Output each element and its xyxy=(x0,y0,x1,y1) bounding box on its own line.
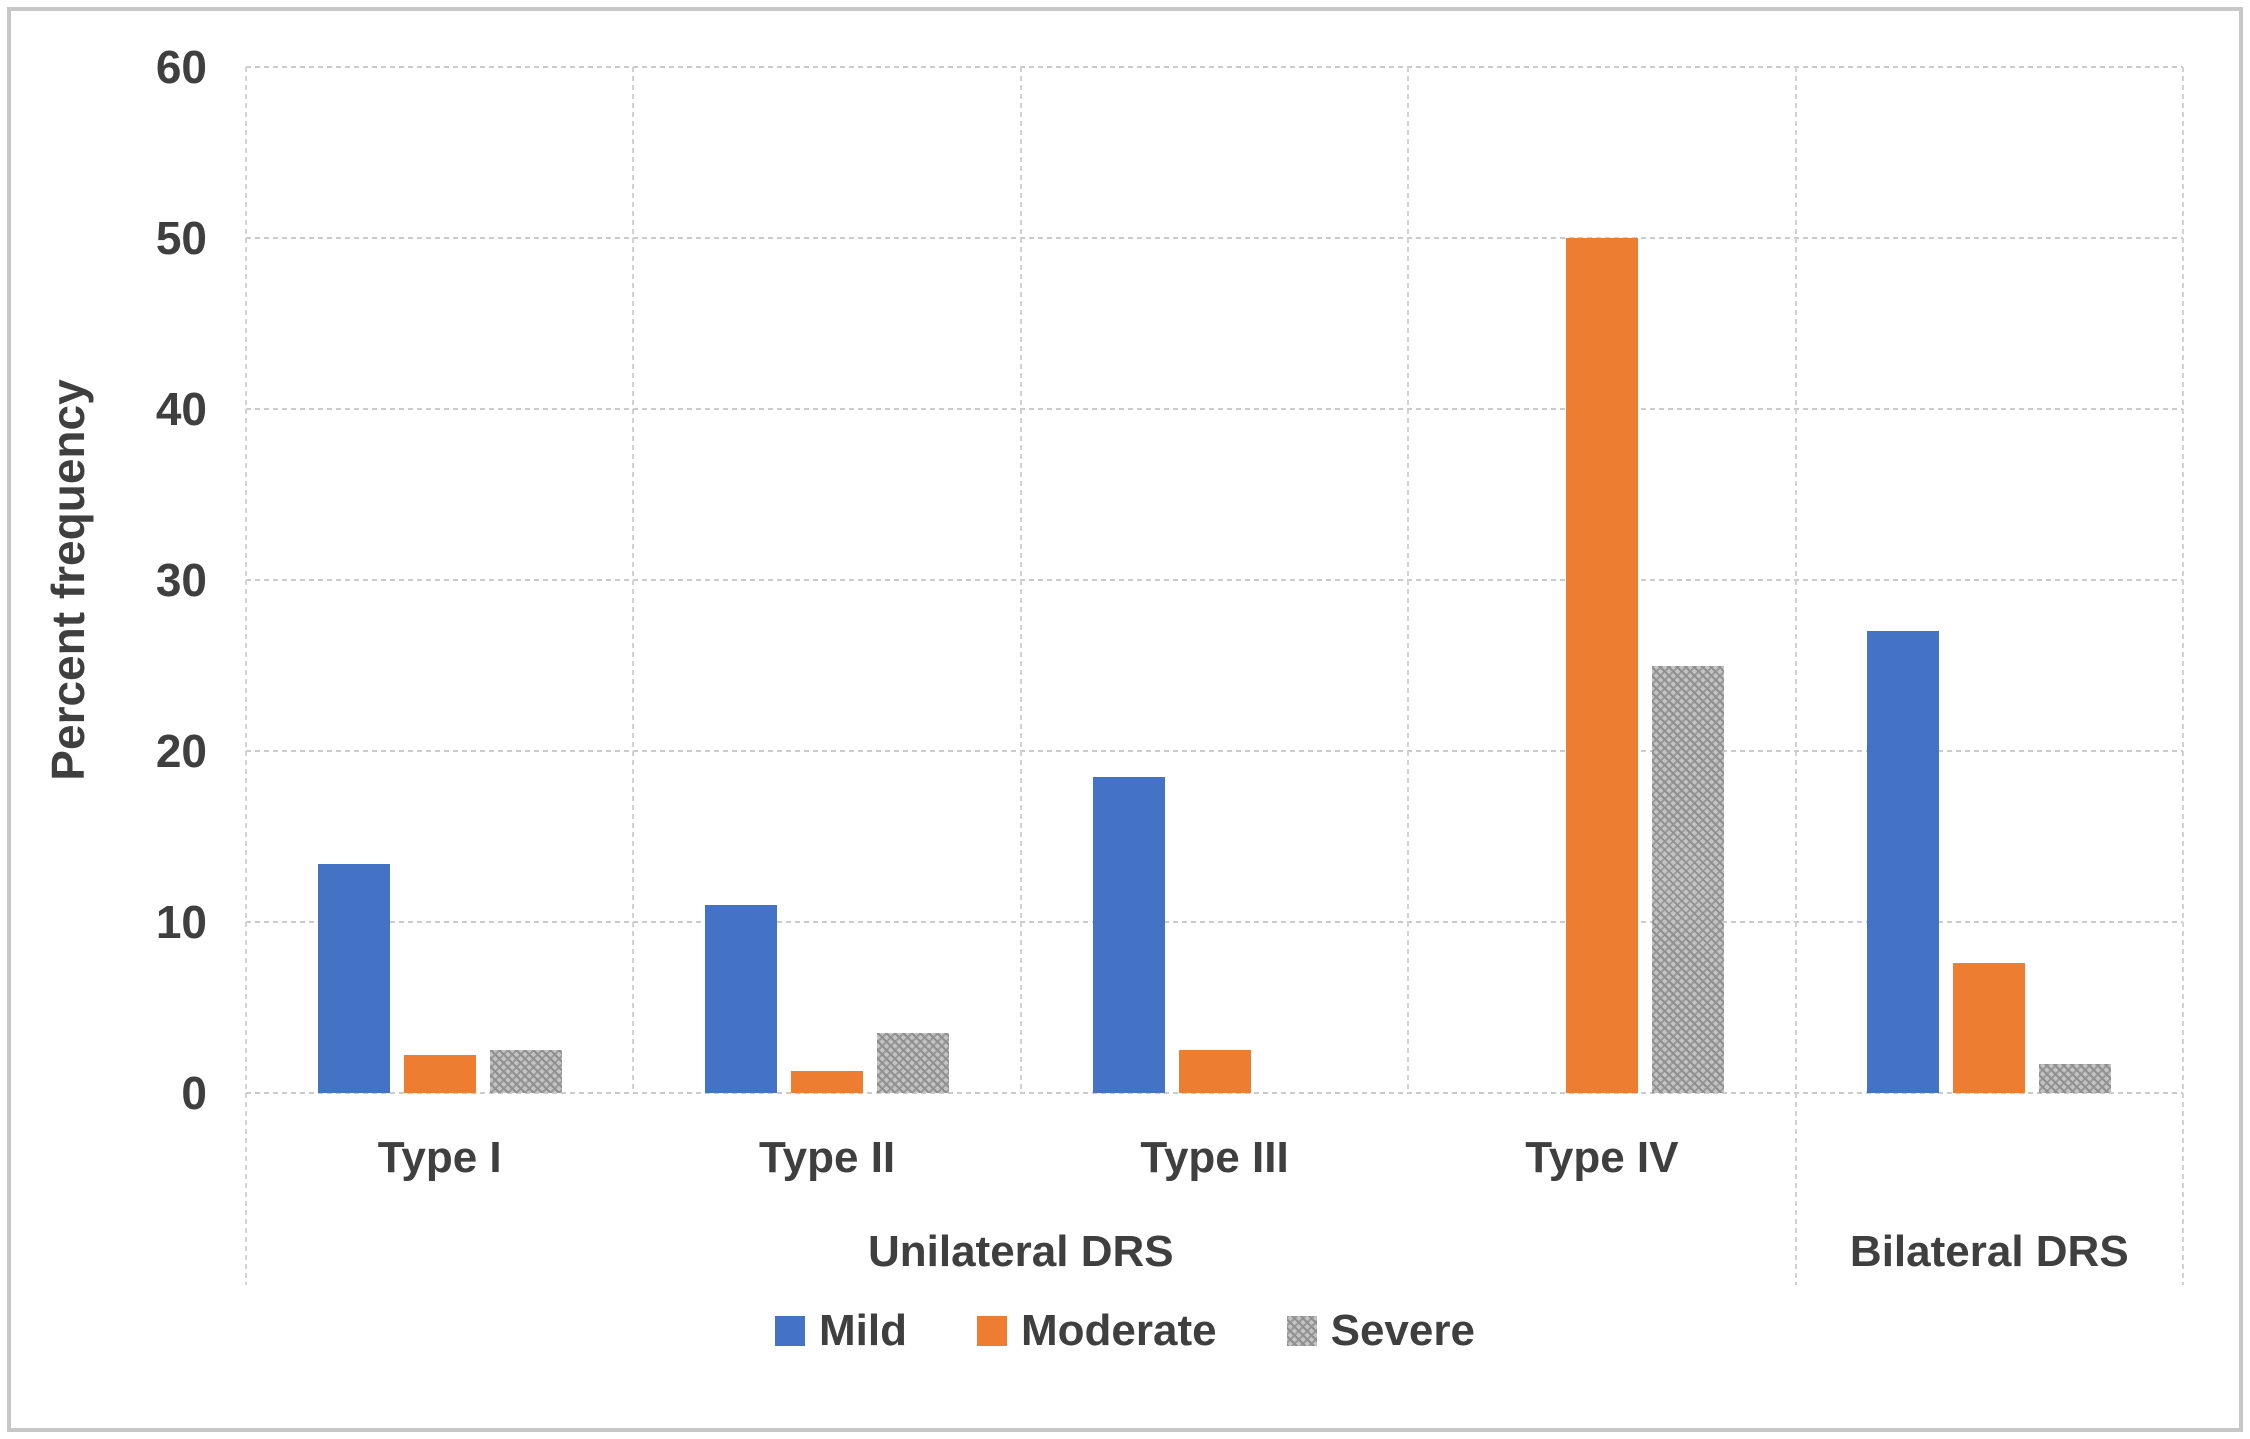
y-tick-label: 20 xyxy=(155,725,207,777)
y-tick-label: 10 xyxy=(155,896,207,948)
axis-section-divider xyxy=(1794,1093,1797,1285)
bar-severe-type-ii xyxy=(877,1033,950,1093)
bar-mild-type-i xyxy=(317,863,390,1093)
panel-divider xyxy=(632,67,635,1093)
axis-section-divider xyxy=(2182,1093,2184,1285)
bar-mild-type-ii xyxy=(705,904,778,1093)
x-axis-group-label: Type I xyxy=(377,1133,502,1182)
x-axis-section-label: Bilateral DRS xyxy=(1849,1227,2129,1276)
legend-label: Moderate xyxy=(1021,1306,1217,1355)
y-tick-label: 40 xyxy=(155,383,207,435)
panel-divider xyxy=(2182,67,2184,1093)
legend-swatch-severe xyxy=(1286,1316,1317,1346)
y-tick-label: 60 xyxy=(155,41,207,93)
legend-item-mild: Mild xyxy=(775,1306,907,1356)
legend-swatch-mild xyxy=(775,1316,806,1346)
legend-item-moderate: Moderate xyxy=(977,1306,1217,1356)
bar-moderate-type-ii xyxy=(791,1070,864,1093)
y-tick-label: 30 xyxy=(155,554,207,606)
x-axis-group-label: Type II xyxy=(759,1133,896,1182)
y-gridline xyxy=(246,1092,2183,1094)
panel-divider xyxy=(1407,67,1410,1093)
x-axis-group-label: Type IV xyxy=(1525,1133,1679,1182)
panel-divider xyxy=(1794,67,1797,1093)
bar-moderate-type-iv xyxy=(1565,238,1638,1093)
bar-moderate-type-i xyxy=(403,1055,476,1093)
y-gridline xyxy=(246,408,2183,410)
y-gridline xyxy=(246,750,2183,752)
legend: Mild Moderate Severe xyxy=(0,1306,2250,1356)
bar-severe-type-i xyxy=(489,1050,562,1093)
bar-mild-bilateral-drs xyxy=(1867,631,1940,1093)
panel-divider xyxy=(245,67,247,1093)
y-gridline xyxy=(246,579,2183,581)
panel-divider xyxy=(1019,67,1022,1093)
bar-severe-type-iv xyxy=(1651,665,1724,1093)
legend-label: Mild xyxy=(819,1306,908,1355)
y-gridline xyxy=(246,921,2183,923)
y-gridline xyxy=(246,237,2183,239)
x-axis-section-label: Unilateral DRS xyxy=(867,1227,1174,1276)
axis-section-divider xyxy=(245,1093,247,1285)
bar-moderate-type-iii xyxy=(1178,1050,1251,1093)
y-tick-label: 50 xyxy=(155,212,207,264)
legend-swatch-moderate xyxy=(977,1316,1008,1346)
legend-label: Severe xyxy=(1330,1306,1475,1355)
bar-mild-type-iii xyxy=(1092,776,1165,1093)
x-axis-group-label: Type III xyxy=(1140,1133,1289,1182)
bar-severe-bilateral-drs xyxy=(2039,1063,2112,1093)
y-gridline xyxy=(246,66,2183,68)
y-tick-label: 0 xyxy=(181,1067,207,1119)
legend-item-severe: Severe xyxy=(1286,1306,1475,1356)
bar-moderate-bilateral-drs xyxy=(1953,963,2026,1093)
